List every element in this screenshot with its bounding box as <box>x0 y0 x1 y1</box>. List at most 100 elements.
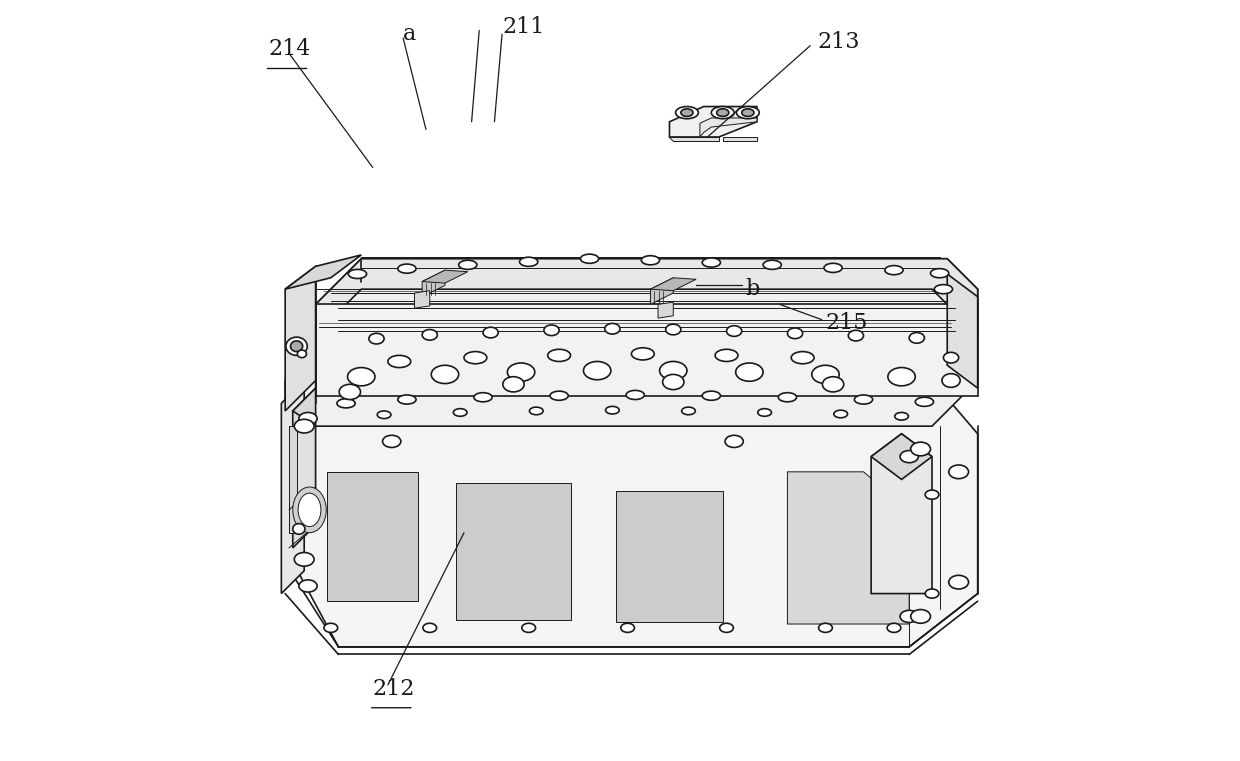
Text: a: a <box>403 24 417 45</box>
Ellipse shape <box>848 330 863 341</box>
Ellipse shape <box>324 623 337 632</box>
Ellipse shape <box>666 324 681 335</box>
Ellipse shape <box>702 258 720 267</box>
Ellipse shape <box>895 412 909 420</box>
Ellipse shape <box>930 269 949 278</box>
Ellipse shape <box>580 254 599 263</box>
Polygon shape <box>293 388 339 426</box>
Polygon shape <box>289 426 296 533</box>
Ellipse shape <box>925 589 939 598</box>
Ellipse shape <box>822 377 843 392</box>
Text: 212: 212 <box>373 678 415 699</box>
Polygon shape <box>414 291 430 308</box>
Ellipse shape <box>474 393 492 402</box>
Polygon shape <box>327 472 418 601</box>
Ellipse shape <box>520 257 538 266</box>
Ellipse shape <box>719 623 733 632</box>
Polygon shape <box>285 255 361 289</box>
Ellipse shape <box>737 107 759 119</box>
Ellipse shape <box>915 397 934 406</box>
Ellipse shape <box>887 623 900 632</box>
Ellipse shape <box>299 412 317 425</box>
Ellipse shape <box>660 361 687 380</box>
Ellipse shape <box>377 411 391 419</box>
Ellipse shape <box>823 263 842 272</box>
Ellipse shape <box>368 333 384 344</box>
Ellipse shape <box>337 399 355 408</box>
Ellipse shape <box>725 435 743 447</box>
Polygon shape <box>316 304 977 396</box>
Ellipse shape <box>910 610 930 623</box>
Ellipse shape <box>676 107 698 119</box>
Ellipse shape <box>910 442 930 456</box>
Text: 214: 214 <box>268 39 311 60</box>
Ellipse shape <box>818 623 832 632</box>
Ellipse shape <box>662 374 684 390</box>
Ellipse shape <box>294 552 314 566</box>
Polygon shape <box>670 137 719 141</box>
Ellipse shape <box>626 390 645 400</box>
Ellipse shape <box>432 365 459 384</box>
Ellipse shape <box>294 419 314 433</box>
Ellipse shape <box>529 407 543 415</box>
Ellipse shape <box>702 391 720 400</box>
Polygon shape <box>651 278 696 291</box>
Ellipse shape <box>459 260 477 269</box>
Ellipse shape <box>605 323 620 334</box>
Ellipse shape <box>347 368 374 386</box>
Ellipse shape <box>727 326 742 336</box>
Ellipse shape <box>293 487 326 533</box>
Ellipse shape <box>758 409 771 416</box>
Ellipse shape <box>735 363 763 381</box>
Polygon shape <box>651 278 673 304</box>
Polygon shape <box>316 259 977 426</box>
Ellipse shape <box>942 374 960 387</box>
Ellipse shape <box>293 524 305 534</box>
Ellipse shape <box>605 406 619 414</box>
Polygon shape <box>285 266 316 411</box>
Ellipse shape <box>290 341 303 352</box>
Ellipse shape <box>854 395 873 404</box>
Polygon shape <box>293 388 316 548</box>
Text: 215: 215 <box>826 313 868 334</box>
Ellipse shape <box>763 260 781 269</box>
Ellipse shape <box>715 349 738 361</box>
Polygon shape <box>872 434 932 479</box>
Ellipse shape <box>502 377 525 392</box>
Polygon shape <box>947 274 977 388</box>
Ellipse shape <box>298 493 321 527</box>
Ellipse shape <box>398 264 417 273</box>
Text: b: b <box>745 279 760 300</box>
Ellipse shape <box>454 409 467 416</box>
Ellipse shape <box>888 368 915 386</box>
Polygon shape <box>699 118 756 137</box>
Text: 211: 211 <box>502 16 544 37</box>
Ellipse shape <box>885 266 903 275</box>
Ellipse shape <box>544 325 559 336</box>
Ellipse shape <box>791 352 813 364</box>
Ellipse shape <box>742 109 754 116</box>
Ellipse shape <box>712 107 734 119</box>
Ellipse shape <box>812 365 839 384</box>
Ellipse shape <box>717 109 729 116</box>
Polygon shape <box>285 380 977 647</box>
Polygon shape <box>872 434 932 594</box>
Ellipse shape <box>484 327 498 338</box>
Ellipse shape <box>286 337 308 355</box>
Ellipse shape <box>422 330 438 340</box>
Text: 213: 213 <box>818 31 861 53</box>
Polygon shape <box>456 483 570 620</box>
Ellipse shape <box>551 391 568 400</box>
Ellipse shape <box>507 363 534 381</box>
Polygon shape <box>316 259 977 335</box>
Ellipse shape <box>641 256 660 265</box>
Ellipse shape <box>779 393 796 402</box>
Ellipse shape <box>383 435 401 447</box>
Polygon shape <box>422 270 445 297</box>
Ellipse shape <box>398 395 417 404</box>
Polygon shape <box>422 270 467 283</box>
Polygon shape <box>787 472 909 624</box>
Polygon shape <box>616 491 723 622</box>
Polygon shape <box>723 137 756 141</box>
Ellipse shape <box>298 350 306 358</box>
